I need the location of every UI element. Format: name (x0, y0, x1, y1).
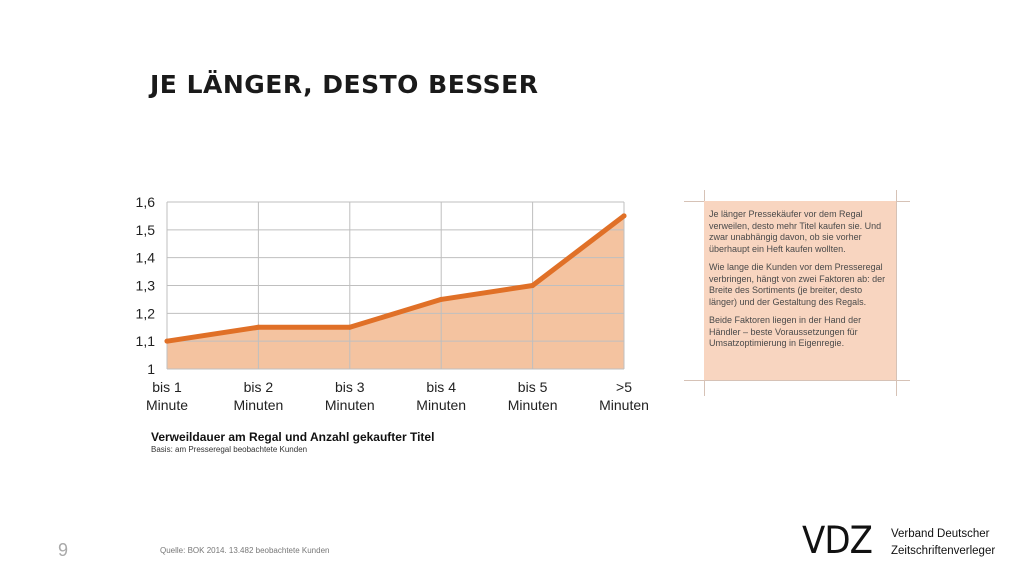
data-point (255, 324, 261, 330)
x-tick-label: bis 4 (426, 379, 456, 395)
y-tick-label: 1,4 (136, 250, 156, 266)
info-paragraph: Wie lange die Kunden vor dem Presseregal… (709, 262, 886, 307)
x-tick-label: Minuten (508, 397, 558, 413)
data-point (164, 338, 170, 344)
guide-line (896, 190, 897, 396)
slide-number: 9 (58, 540, 69, 560)
x-tick-label: >5 (616, 379, 632, 395)
x-tick-label: Minuten (325, 397, 375, 413)
series-line (164, 213, 627, 344)
source-note: Quelle: BOK 2014. 13.482 beobachtete Kun… (160, 546, 330, 555)
y-tick-label: 1,2 (136, 305, 156, 321)
x-tick-label: Minuten (599, 397, 649, 413)
page-title: JE LÄNGER, DESTO BESSER (150, 70, 539, 99)
x-tick-label: Minuten (416, 397, 466, 413)
chart-caption-basis: Basis: am Presseregal beobachtete Kunden (151, 445, 308, 454)
info-box: Je länger Pressekäufer vor dem Regal ver… (704, 201, 896, 380)
info-paragraph: Beide Faktoren liegen in der Hand der Hä… (709, 315, 862, 348)
info-paragraph: Je länger Pressekäufer vor dem Regal ver… (709, 209, 882, 254)
y-tick-label: 1,3 (136, 278, 156, 294)
data-point (347, 324, 353, 330)
y-tick-label: 1,5 (136, 222, 156, 238)
area-fill (167, 215, 624, 369)
vdz-logo: VDZ (802, 519, 873, 562)
x-tick-label: bis 2 (244, 379, 274, 395)
data-point (530, 283, 536, 288)
y-tick-label: 1,6 (136, 194, 156, 210)
data-point (438, 296, 444, 302)
data-point (621, 213, 627, 219)
vdz-logo-text-line1: Verband Deutscher (891, 528, 990, 540)
x-tick-label: bis 3 (335, 379, 365, 395)
guide-line (684, 380, 910, 381)
vdz-logo-text-line2: Zeitschriftenverleger (891, 545, 996, 557)
x-tick-label: Minuten (233, 397, 283, 413)
y-tick-label: 1 (147, 361, 155, 377)
chart-caption-title: Verweildauer am Regal und Anzahl gekauft… (151, 430, 435, 444)
x-tick-label: Minute (146, 397, 188, 413)
x-tick-label: bis 1 (152, 379, 182, 395)
y-tick-label: 1,1 (136, 333, 156, 349)
x-tick-label: bis 5 (518, 379, 548, 395)
